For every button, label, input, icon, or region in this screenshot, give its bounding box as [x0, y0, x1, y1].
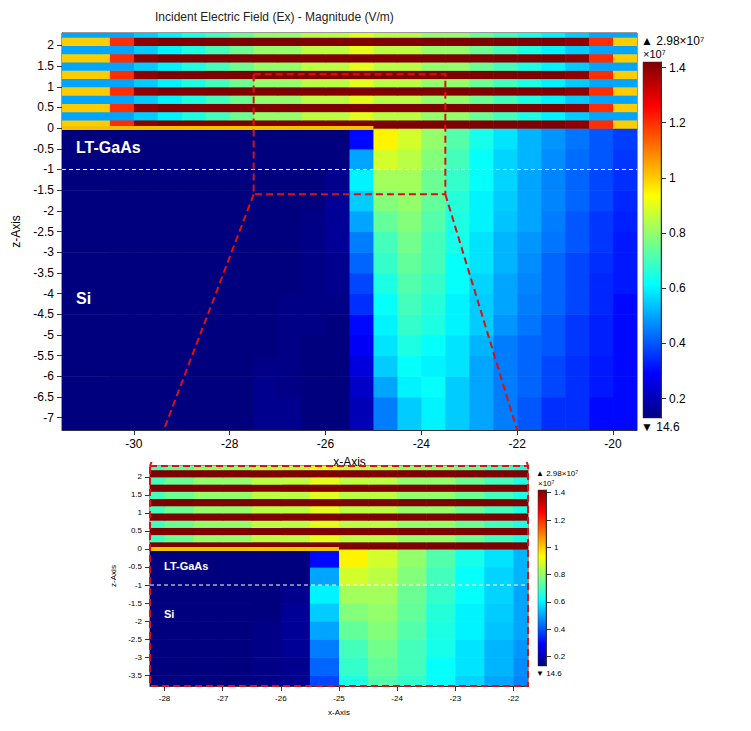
svg-text:-22: -22 — [508, 694, 520, 703]
svg-text:-1.5: -1.5 — [128, 599, 142, 608]
svg-text:-25: -25 — [333, 694, 345, 703]
svg-text:-30: -30 — [125, 437, 143, 451]
svg-text:-5: -5 — [43, 328, 54, 342]
svg-text:▲ 2.98×10⁷: ▲ 2.98×10⁷ — [536, 469, 578, 478]
svg-text:-4.5: -4.5 — [33, 307, 54, 321]
svg-text:-4: -4 — [43, 287, 54, 301]
svg-text:-6: -6 — [43, 369, 54, 383]
svg-text:-0.5: -0.5 — [33, 142, 54, 156]
svg-text:0.5: 0.5 — [131, 526, 143, 535]
svg-text:-3: -3 — [43, 245, 54, 259]
svg-text:-3.5: -3.5 — [128, 671, 142, 680]
svg-text:2: 2 — [47, 38, 54, 52]
svg-text:0: 0 — [138, 544, 143, 553]
svg-text:0.4: 0.4 — [669, 336, 686, 350]
svg-text:-2: -2 — [135, 617, 143, 626]
svg-text:0.4: 0.4 — [554, 625, 566, 634]
svg-text:-24: -24 — [391, 694, 403, 703]
svg-text:-20: -20 — [604, 437, 622, 451]
svg-text:1.2: 1.2 — [669, 116, 686, 130]
svg-text:-24: -24 — [413, 437, 431, 451]
svg-text:-28: -28 — [221, 437, 239, 451]
svg-text:z-Axis: z-Axis — [109, 565, 118, 587]
svg-text:-5.5: -5.5 — [33, 349, 54, 363]
svg-text:-3.5: -3.5 — [33, 266, 54, 280]
svg-text:0.2: 0.2 — [669, 392, 686, 406]
svg-text:-26: -26 — [275, 694, 287, 703]
svg-text:1.2: 1.2 — [554, 516, 566, 525]
svg-text:1.4: 1.4 — [669, 61, 686, 75]
svg-text:LT-GaAs: LT-GaAs — [76, 139, 141, 156]
svg-text:0.2: 0.2 — [554, 652, 566, 661]
svg-text:1: 1 — [669, 171, 676, 185]
svg-text:1.5: 1.5 — [37, 59, 54, 73]
svg-text:0.8: 0.8 — [554, 570, 566, 579]
svg-text:-23: -23 — [450, 694, 462, 703]
svg-text:Incident Electric Field (Ex) -: Incident Electric Field (Ex) - Magnitude… — [155, 10, 394, 24]
svg-text:x-Axis: x-Axis — [333, 455, 366, 469]
svg-text:-2.5: -2.5 — [128, 635, 142, 644]
svg-text:x-Axis: x-Axis — [328, 708, 350, 717]
svg-text:▲ 2.98×10⁷: ▲ 2.98×10⁷ — [641, 34, 704, 48]
svg-text:-22: -22 — [509, 437, 527, 451]
svg-text:-3: -3 — [135, 653, 143, 662]
svg-text:0.8: 0.8 — [669, 226, 686, 240]
svg-text:×10⁷: ×10⁷ — [538, 479, 555, 488]
svg-text:-0.5: -0.5 — [128, 562, 142, 571]
svg-text:LT-GaAs: LT-GaAs — [164, 560, 208, 572]
svg-text:×10⁷: ×10⁷ — [643, 48, 666, 60]
svg-text:-6.5: -6.5 — [33, 390, 54, 404]
svg-text:▼ 14.6: ▼ 14.6 — [536, 669, 562, 678]
svg-text:Si: Si — [76, 290, 91, 307]
svg-text:-1: -1 — [43, 162, 54, 176]
svg-text:0.6: 0.6 — [669, 281, 686, 295]
svg-text:0.5: 0.5 — [37, 100, 54, 114]
svg-text:-2.5: -2.5 — [33, 225, 54, 239]
svg-text:-26: -26 — [317, 437, 335, 451]
svg-text:-1.5: -1.5 — [33, 183, 54, 197]
svg-text:1: 1 — [554, 543, 559, 552]
svg-text:1: 1 — [47, 80, 54, 94]
svg-text:-28: -28 — [159, 694, 171, 703]
svg-text:-2: -2 — [43, 204, 54, 218]
svg-text:1.5: 1.5 — [131, 490, 143, 499]
svg-text:0: 0 — [47, 121, 54, 135]
svg-text:1: 1 — [138, 508, 143, 517]
svg-text:-7: -7 — [43, 411, 54, 425]
svg-text:Si: Si — [164, 608, 174, 620]
svg-text:-1: -1 — [135, 581, 143, 590]
svg-text:▼ 14.6: ▼ 14.6 — [641, 420, 680, 434]
svg-text:2: 2 — [138, 472, 143, 481]
svg-text:z-Axis: z-Axis — [9, 215, 23, 248]
svg-text:-27: -27 — [217, 694, 229, 703]
svg-text:0.6: 0.6 — [554, 597, 566, 606]
svg-text:1.4: 1.4 — [554, 488, 566, 497]
